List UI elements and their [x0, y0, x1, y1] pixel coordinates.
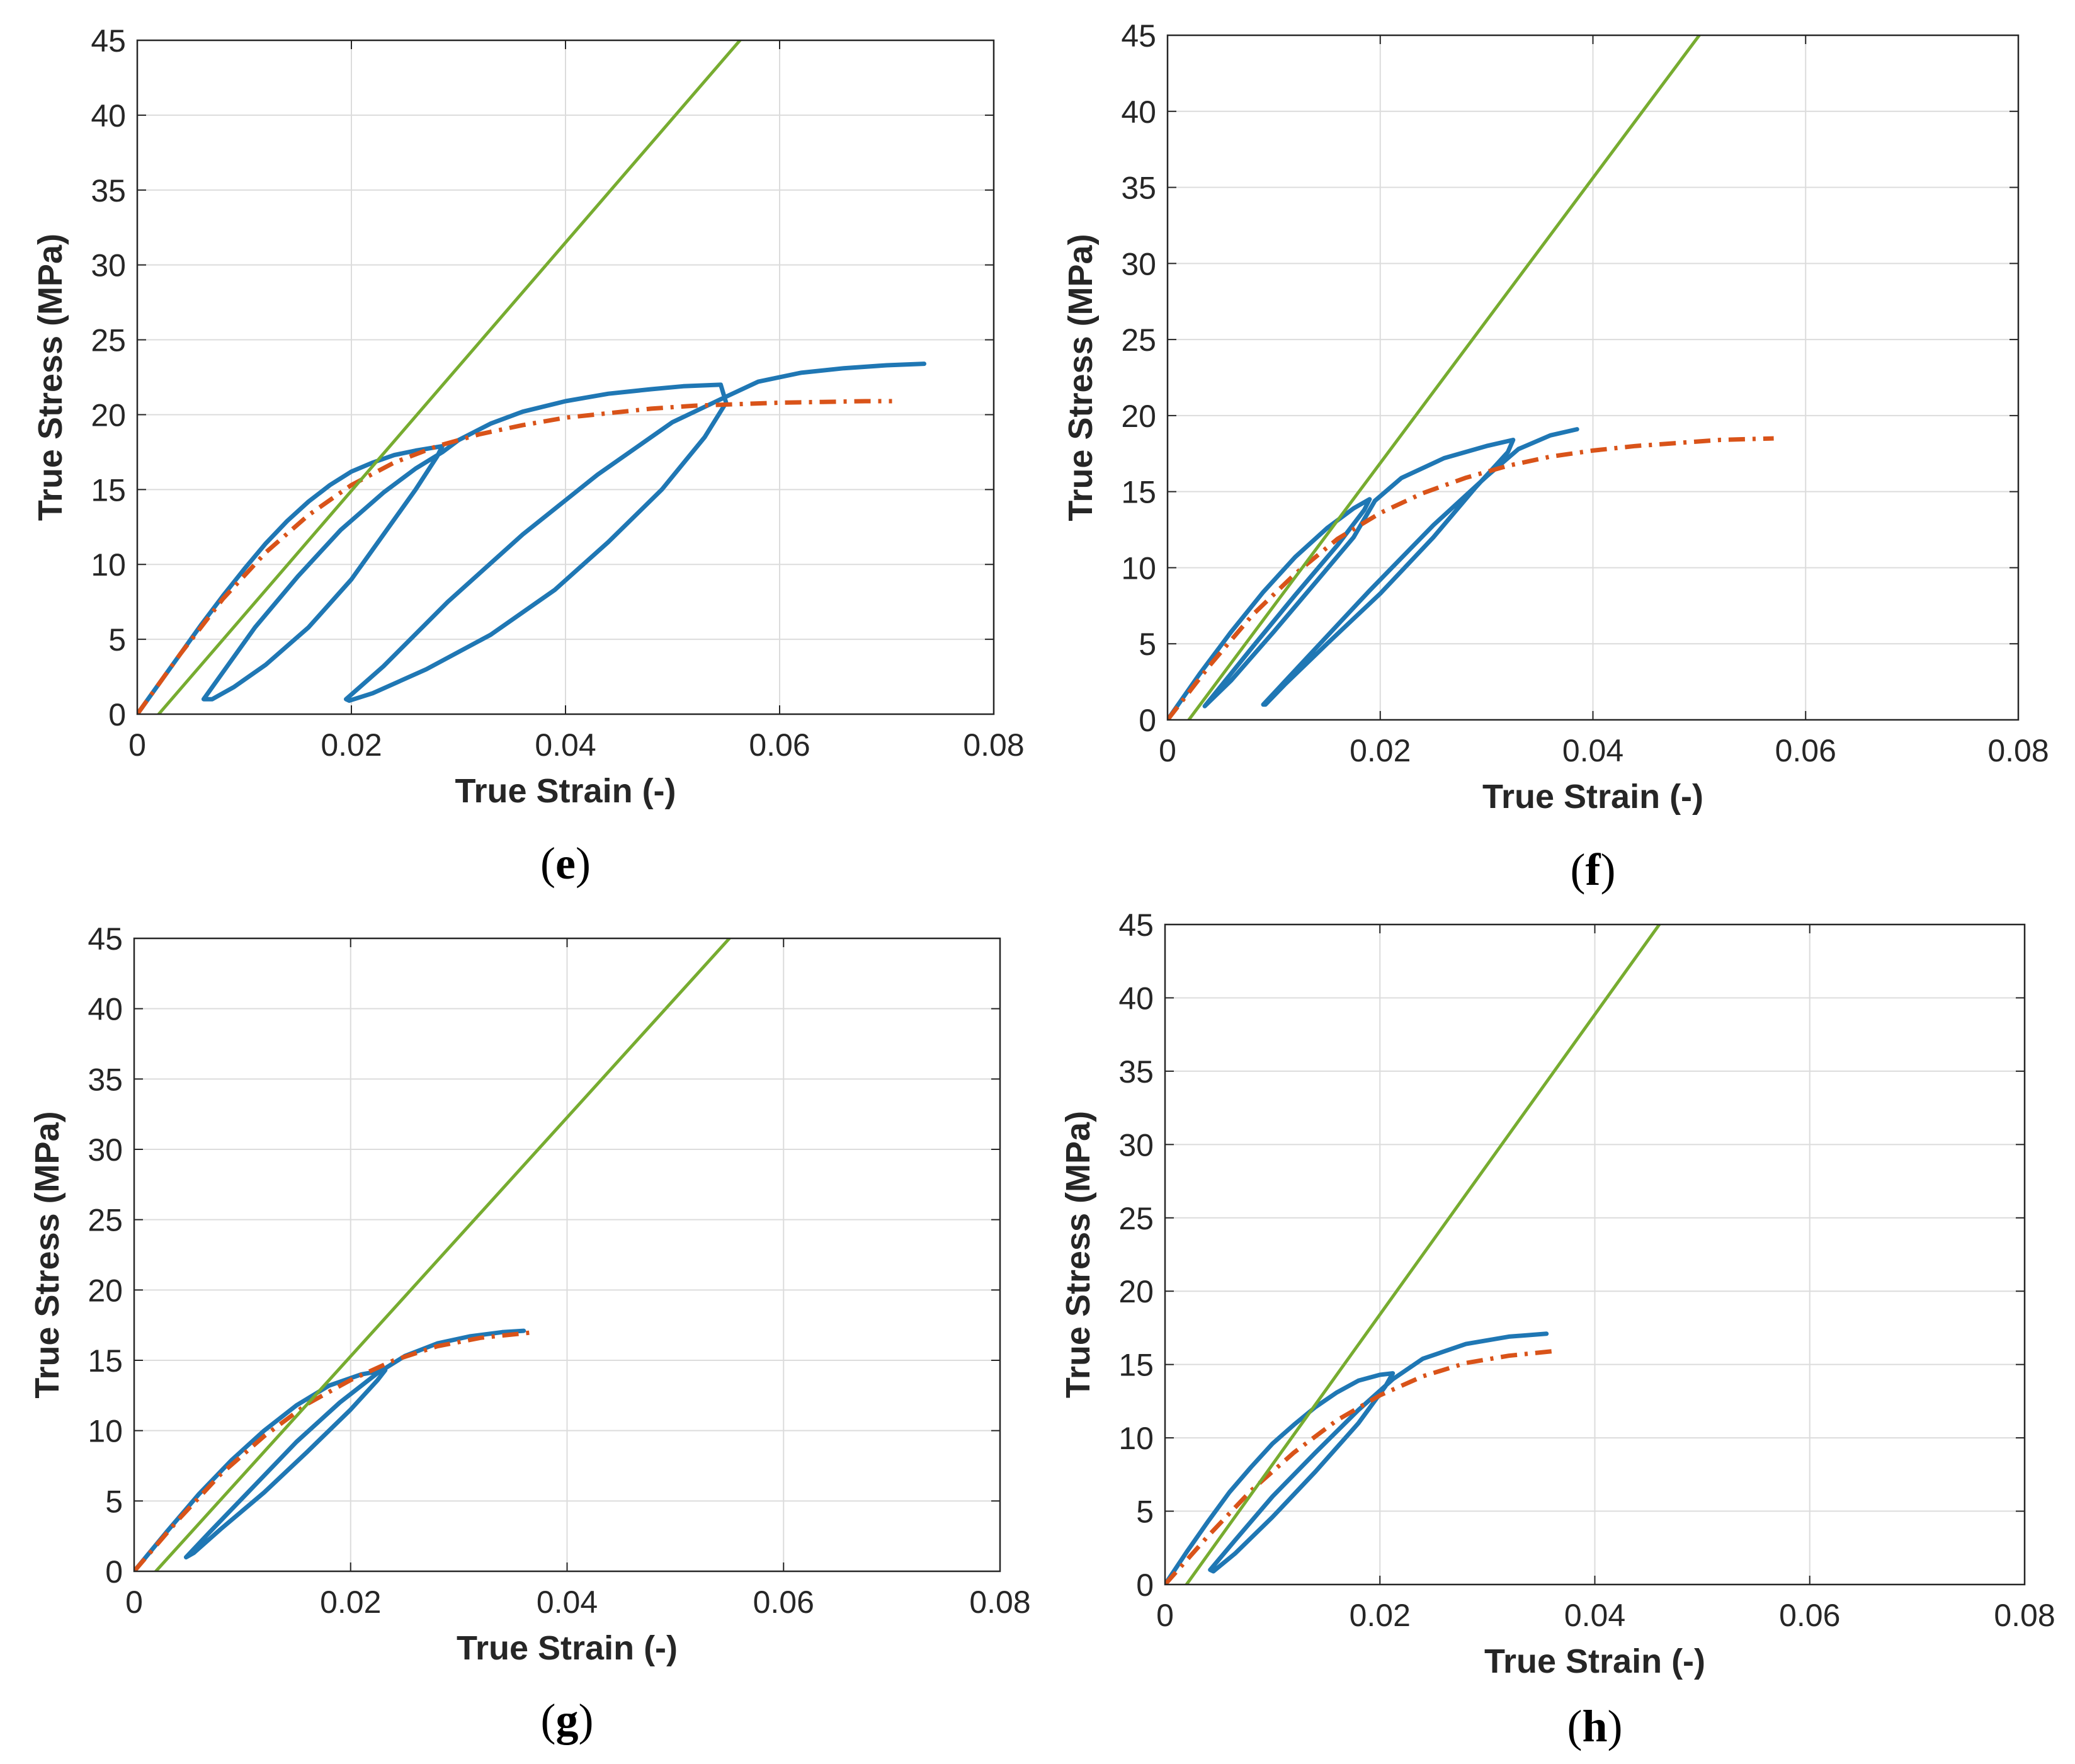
x-tick-label: 0.02 — [321, 727, 382, 763]
y-tick-label: 25 — [88, 1203, 123, 1238]
y-tick-label: 30 — [88, 1132, 123, 1168]
y-axis-label: True Stress (MPa) — [31, 234, 69, 521]
series-elastic-line — [1187, 35, 1701, 720]
panel-caption: (e) — [540, 838, 591, 889]
series-measured-line — [137, 361, 926, 714]
panel-f: 0 0.02 0.04 0.06 0.08 0 5 10 15 20 25 30 35 40 45 True … — [1062, 18, 2049, 895]
y-tick-label: 25 — [1118, 1201, 1154, 1236]
x-tick-label: 0.08 — [1987, 733, 2049, 768]
panel-caption-letter: g — [556, 1695, 579, 1745]
y-tick-label: 0 — [1139, 703, 1156, 738]
y-tick-label: 15 — [1121, 475, 1156, 510]
y-tick-label: 30 — [1118, 1127, 1154, 1163]
panel-caption-letter: h — [1582, 1701, 1607, 1751]
series-model-line — [134, 1329, 535, 1571]
panel-caption-letter: e — [555, 838, 576, 889]
x-tick-label: 0.08 — [963, 727, 1024, 763]
series-model-line — [1165, 1349, 1552, 1585]
y-tick-label: 15 — [1118, 1348, 1154, 1383]
y-tick-label: 25 — [1121, 322, 1156, 358]
x-tick-label: 0.08 — [969, 1585, 1030, 1620]
panel-caption: (g) — [541, 1695, 594, 1745]
series-group — [137, 40, 926, 714]
x-tick-label: 0.02 — [1350, 1598, 1411, 1633]
x-tick-label: 0 — [1159, 733, 1176, 768]
y-tick-label: 35 — [1121, 171, 1156, 206]
x-tick-label: 0 — [128, 727, 146, 763]
y-tick-label: 40 — [88, 992, 123, 1027]
series-elastic-line — [1185, 925, 1661, 1585]
x-tick-label: 0.08 — [1994, 1598, 2055, 1633]
x-tick-label: 0.04 — [537, 1585, 598, 1620]
x-tick-label: 0.06 — [753, 1585, 814, 1620]
y-tick-label: 10 — [88, 1414, 123, 1449]
y-tick-label: 0 — [105, 1554, 123, 1590]
series-measured-line — [1165, 1331, 1549, 1585]
x-axis-label: True Strain (-) — [1482, 778, 1703, 816]
y-tick-label: 5 — [108, 622, 126, 657]
series-group — [134, 938, 731, 1571]
y-axis-label: True Stress (MPa) — [1062, 234, 1100, 521]
x-tick-label: 0.04 — [535, 727, 596, 763]
panel-e: 0 0.02 0.04 0.06 0.08 0 5 10 15 20 25 30 35 40 45 True … — [31, 23, 1025, 889]
y-tick-label: 5 — [1136, 1494, 1154, 1530]
y-tick-label: 20 — [91, 397, 126, 433]
y-tick-label: 45 — [91, 23, 126, 59]
y-tick-label: 20 — [1121, 399, 1156, 434]
x-tick-label: 0 — [125, 1585, 143, 1620]
series-elastic-line — [157, 40, 742, 714]
y-tick-label: 10 — [1121, 550, 1156, 586]
series-group — [1165, 925, 1661, 1585]
y-tick-label: 40 — [1121, 94, 1156, 130]
panel-caption: (f) — [1571, 845, 1616, 895]
y-tick-label: 45 — [88, 921, 123, 957]
y-tick-label: 35 — [91, 173, 126, 208]
y-tick-label: 15 — [91, 472, 126, 508]
x-axis-label: True Strain (-) — [457, 1629, 678, 1667]
y-tick-label: 45 — [1121, 18, 1156, 54]
x-tick-label: 0.02 — [320, 1585, 381, 1620]
x-tick-label: 0.06 — [749, 727, 810, 763]
y-tick-label: 30 — [1121, 246, 1156, 282]
series-group — [1168, 35, 1774, 720]
x-axis-label: True Strain (-) — [1484, 1642, 1705, 1680]
x-tick-label: 0.04 — [1564, 1598, 1625, 1633]
y-tick-label: 35 — [88, 1062, 123, 1097]
panel-caption: (h) — [1567, 1701, 1622, 1751]
y-tick-label: 20 — [1118, 1274, 1154, 1309]
y-tick-label: 35 — [1118, 1054, 1154, 1090]
x-axis-label: True Strain (-) — [455, 772, 676, 810]
y-tick-label: 10 — [91, 547, 126, 583]
y-tick-label: 45 — [1118, 908, 1154, 943]
y-tick-label: 10 — [1118, 1421, 1154, 1456]
panel-h: 0 0.02 0.04 0.06 0.08 0 5 10 15 20 25 30 35 40 45 True … — [1059, 908, 2055, 1751]
x-tick-label: 0.02 — [1350, 733, 1411, 768]
series-model-line — [1168, 436, 1774, 720]
y-tick-label: 40 — [91, 98, 126, 134]
y-tick-label: 20 — [88, 1273, 123, 1308]
x-tick-label: 0.06 — [1779, 1598, 1840, 1633]
y-tick-label: 15 — [88, 1343, 123, 1379]
y-axis-label: True Stress (MPa) — [28, 1111, 66, 1398]
y-tick-label: 25 — [91, 323, 126, 358]
y-tick-label: 5 — [1139, 627, 1156, 662]
y-tick-label: 5 — [105, 1484, 123, 1519]
y-tick-label: 0 — [1136, 1568, 1154, 1603]
x-tick-label: 0 — [1156, 1598, 1174, 1633]
series-measured-line — [1168, 427, 1579, 720]
x-tick-label: 0.06 — [1775, 733, 1836, 768]
y-tick-label: 30 — [91, 248, 126, 283]
y-tick-label: 40 — [1118, 981, 1154, 1016]
panel-caption-letter: f — [1586, 845, 1601, 895]
y-axis-label: True Stress (MPa) — [1059, 1111, 1097, 1398]
x-tick-label: 0.04 — [1562, 733, 1623, 768]
series-measured-line — [134, 1328, 526, 1571]
series-model-line — [137, 399, 892, 714]
y-tick-label: 0 — [108, 697, 126, 732]
series-elastic-line — [154, 938, 731, 1571]
panel-g: 0 0.02 0.04 0.06 0.08 0 5 10 15 20 25 30 35 40 45 True … — [28, 921, 1031, 1745]
